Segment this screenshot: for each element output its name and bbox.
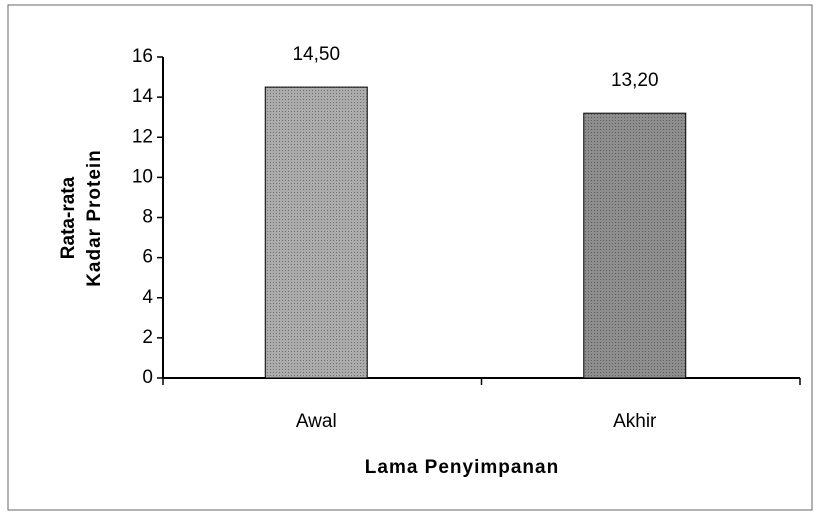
x-tick-label: Akhir	[613, 411, 657, 432]
y-tick-label: 2	[142, 327, 153, 348]
y-tick-label: 0	[142, 367, 153, 388]
x-axis-label: Lama Penyimpanan	[365, 457, 559, 478]
y-tick-label: 12	[132, 126, 153, 147]
y-tick-label: 4	[142, 287, 153, 308]
bar-texture	[265, 87, 368, 378]
y-axis-label-line: Kadar Protein	[84, 149, 105, 287]
chart-frame	[7, 4, 813, 511]
bar-texture	[583, 113, 686, 379]
value-label: 13,20	[611, 70, 659, 91]
y-tick-label: 8	[142, 207, 153, 228]
y-tick-label: 10	[132, 166, 153, 187]
y-tick-label: 6	[142, 247, 153, 268]
value-label: 14,50	[292, 44, 340, 65]
y-tick-label: 14	[132, 86, 154, 107]
y-axis-label-line: Rata-rata	[58, 176, 79, 259]
y-axis-label: Rata-rata Kadar Protein	[58, 149, 105, 287]
x-tick-label: Awal	[296, 411, 337, 432]
y-tick-label: 16	[132, 46, 153, 67]
